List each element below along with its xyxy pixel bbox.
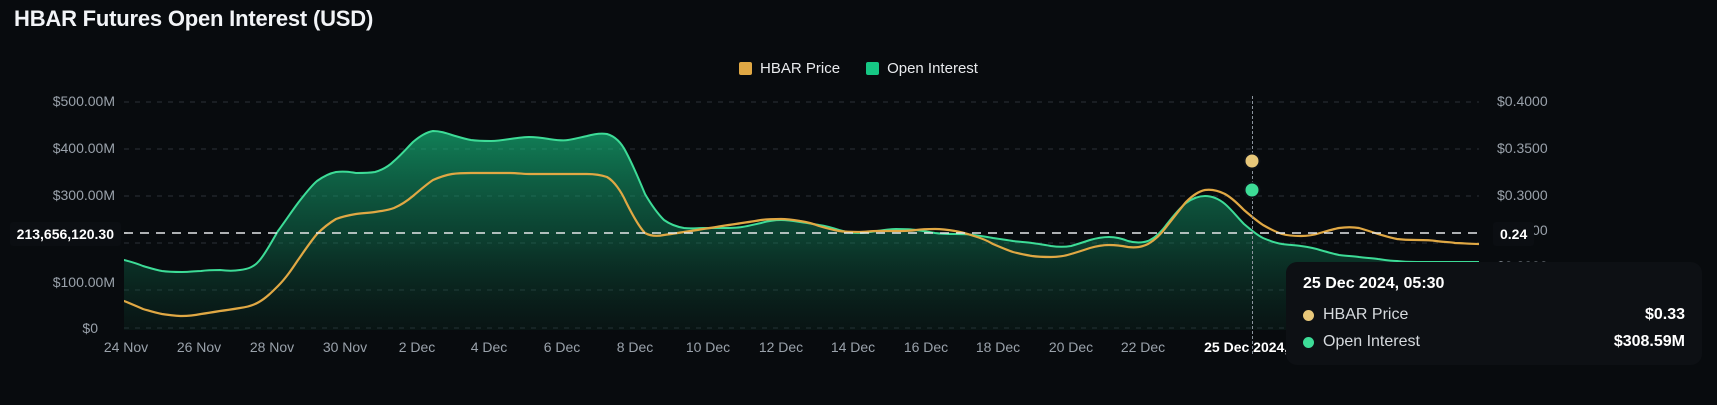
tooltip-row-open-interest: Open Interest $308.59M — [1303, 333, 1685, 351]
y-axis-left-tick: $400.00M — [52, 140, 115, 156]
y-axis-left-tick: $100.00M — [52, 274, 115, 290]
plot-area[interactable] — [124, 100, 1479, 330]
legend-swatch-icon — [866, 62, 880, 75]
chart-canvas — [124, 101, 1479, 330]
tooltip-series-name: Open Interest — [1323, 333, 1420, 350]
marker-open-interest — [1243, 181, 1261, 199]
legend-item-open-interest[interactable]: Open Interest — [866, 60, 978, 77]
x-axis-tick: 18 Dec — [975, 339, 1021, 355]
chart-legend: HBAR Price Open Interest — [0, 60, 1717, 77]
marker-hbar-price — [1243, 152, 1261, 170]
y-axis-right-tick: $0.4000 — [1497, 93, 1548, 109]
tooltip-dot-icon — [1303, 309, 1314, 321]
x-axis-tick: 12 Dec — [758, 339, 804, 355]
x-axis-tick: 8 Dec — [616, 339, 654, 355]
x-axis-tick: 14 Dec — [830, 339, 876, 355]
page-title: HBAR Futures Open Interest (USD) — [14, 6, 374, 31]
y-axis-right-tick: $0.3000 — [1497, 187, 1548, 203]
x-axis-tick: 20 Dec — [1048, 339, 1094, 355]
legend-label: HBAR Price — [760, 60, 841, 77]
x-axis-tick: 24 Nov — [103, 339, 149, 355]
y-axis-right-tick: $0.3500 — [1497, 140, 1548, 156]
x-axis-tick: 26 Nov — [176, 339, 222, 355]
x-axis-tick: 30 Nov — [322, 339, 368, 355]
legend-swatch-icon — [739, 62, 753, 75]
crosshair-line — [1252, 96, 1253, 354]
tooltip-dot-icon — [1303, 336, 1314, 348]
x-axis-tick: 28 Nov — [249, 339, 295, 355]
x-axis-tick: 4 Dec — [470, 339, 508, 355]
tooltip-series-value: $0.33 — [1644, 306, 1685, 323]
x-axis-tick: 6 Dec — [543, 339, 581, 355]
tooltip-date: 25 Dec 2024, 05:30 — [1303, 275, 1445, 292]
open-interest-value-badge: 213,656,120.30 — [9, 222, 121, 246]
hbar-price-value-badge: 0.24 — [1493, 222, 1535, 246]
series-open-interest-area — [124, 131, 1479, 330]
y-axis-left-tick: $500.00M — [52, 93, 115, 109]
chart-tooltip: 25 Dec 2024, 05:30 HBAR Price $0.33 Open… — [1286, 262, 1702, 365]
legend-item-hbar-price[interactable]: HBAR Price — [739, 60, 840, 77]
x-axis-tick: 22 Dec — [1120, 339, 1166, 355]
tooltip-series-name: HBAR Price — [1323, 306, 1409, 323]
x-axis-tick: 16 Dec — [903, 339, 949, 355]
tooltip-series-value: $308.59M — [1613, 333, 1685, 350]
y-axis-left-tick: $0 — [82, 320, 98, 336]
series-hbar-price-line — [124, 171, 1479, 318]
x-axis-tick: 2 Dec — [398, 339, 436, 355]
x-axis-tick: 10 Dec — [685, 339, 731, 355]
legend-label: Open Interest — [887, 60, 978, 77]
y-axis-left-tick: $300.00M — [52, 187, 115, 203]
tooltip-row-hbar-price: HBAR Price $0.33 — [1303, 306, 1685, 324]
